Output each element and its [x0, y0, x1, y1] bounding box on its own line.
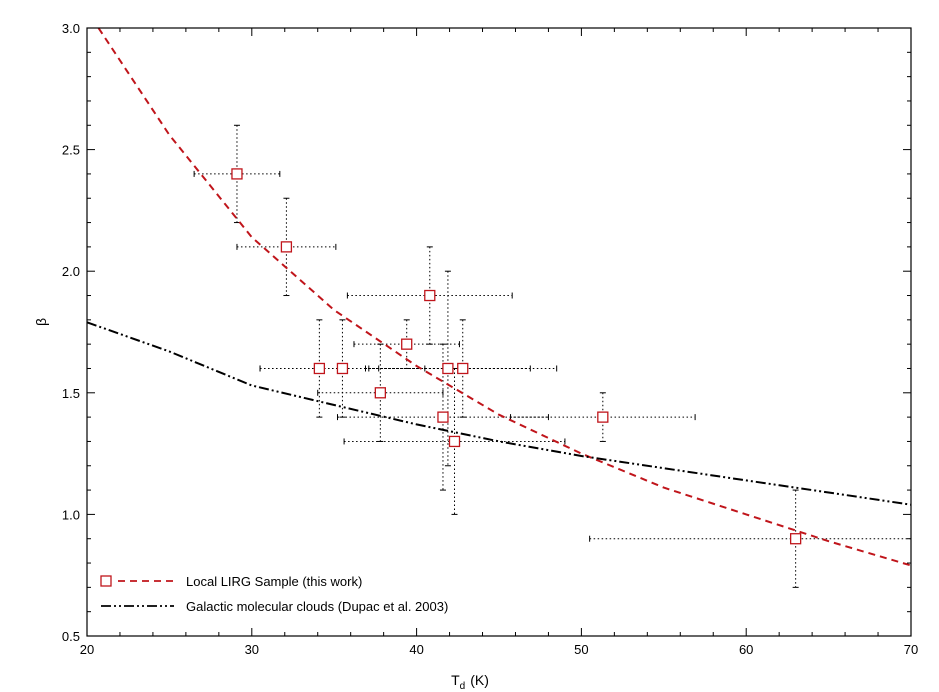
data-point-square [313, 362, 326, 375]
y-tick-label: 0.5 [62, 629, 80, 644]
data-point-square [448, 435, 461, 448]
x-axis-title: Td (K) [451, 672, 489, 692]
legend-label-galactic: Galactic molecular clouds (Dupac et al. … [186, 599, 448, 614]
axes-layer [86, 27, 912, 637]
x-tick-label: 50 [574, 642, 588, 657]
fit-curves-layer [86, 27, 912, 567]
data-point-square [442, 362, 454, 375]
data-points-layer [231, 168, 802, 545]
y-axis-title: β [33, 318, 49, 326]
legend-label-lirg: Local LIRG Sample (this work) [186, 574, 362, 589]
plot-frame [86, 27, 912, 637]
x-axis-title-symbol: T [451, 672, 460, 688]
fit-curve-galactic [86, 321, 912, 506]
x-tick-label: 60 [739, 642, 753, 657]
y-tick-label: 2.5 [62, 143, 80, 158]
x-tick-label: 30 [245, 642, 259, 657]
y-tick-label: 1.0 [62, 507, 80, 522]
y-tick-label: 2.0 [62, 264, 80, 279]
data-point-square [457, 362, 469, 375]
x-tick-label: 20 [80, 642, 94, 657]
data-point-square [374, 387, 386, 399]
data-point-square [401, 338, 413, 350]
legend: Local LIRG Sample (this work) Galactic m… [100, 574, 448, 614]
y-tick-label: 1.5 [62, 386, 80, 401]
data-point-square [424, 289, 436, 302]
legend-marker-square [100, 575, 112, 587]
x-tick-label: 70 [904, 642, 918, 657]
data-point-square [789, 533, 802, 545]
x-tick-label: 40 [409, 642, 423, 657]
y-tick-label: 3.0 [62, 21, 80, 36]
fit-curve-lirg [97, 27, 912, 567]
legend-item-galactic: Galactic molecular clouds (Dupac et al. … [101, 599, 448, 614]
ticks-layer: 20 30 40 50 60 70 0.5 1.0 1.5 2.0 2.5 3.0 [62, 21, 918, 657]
x-axis-title-subscript: d [460, 681, 466, 692]
legend-item-lirg: Local LIRG Sample (this work) [100, 574, 362, 589]
data-point-square [437, 411, 449, 423]
data-point-square [336, 362, 349, 375]
data-point-square [597, 411, 609, 423]
data-point-square [280, 241, 293, 253]
error-bars-layer [193, 124, 911, 588]
x-axis-title-unit: (K) [470, 672, 489, 688]
data-point-square [231, 168, 243, 180]
